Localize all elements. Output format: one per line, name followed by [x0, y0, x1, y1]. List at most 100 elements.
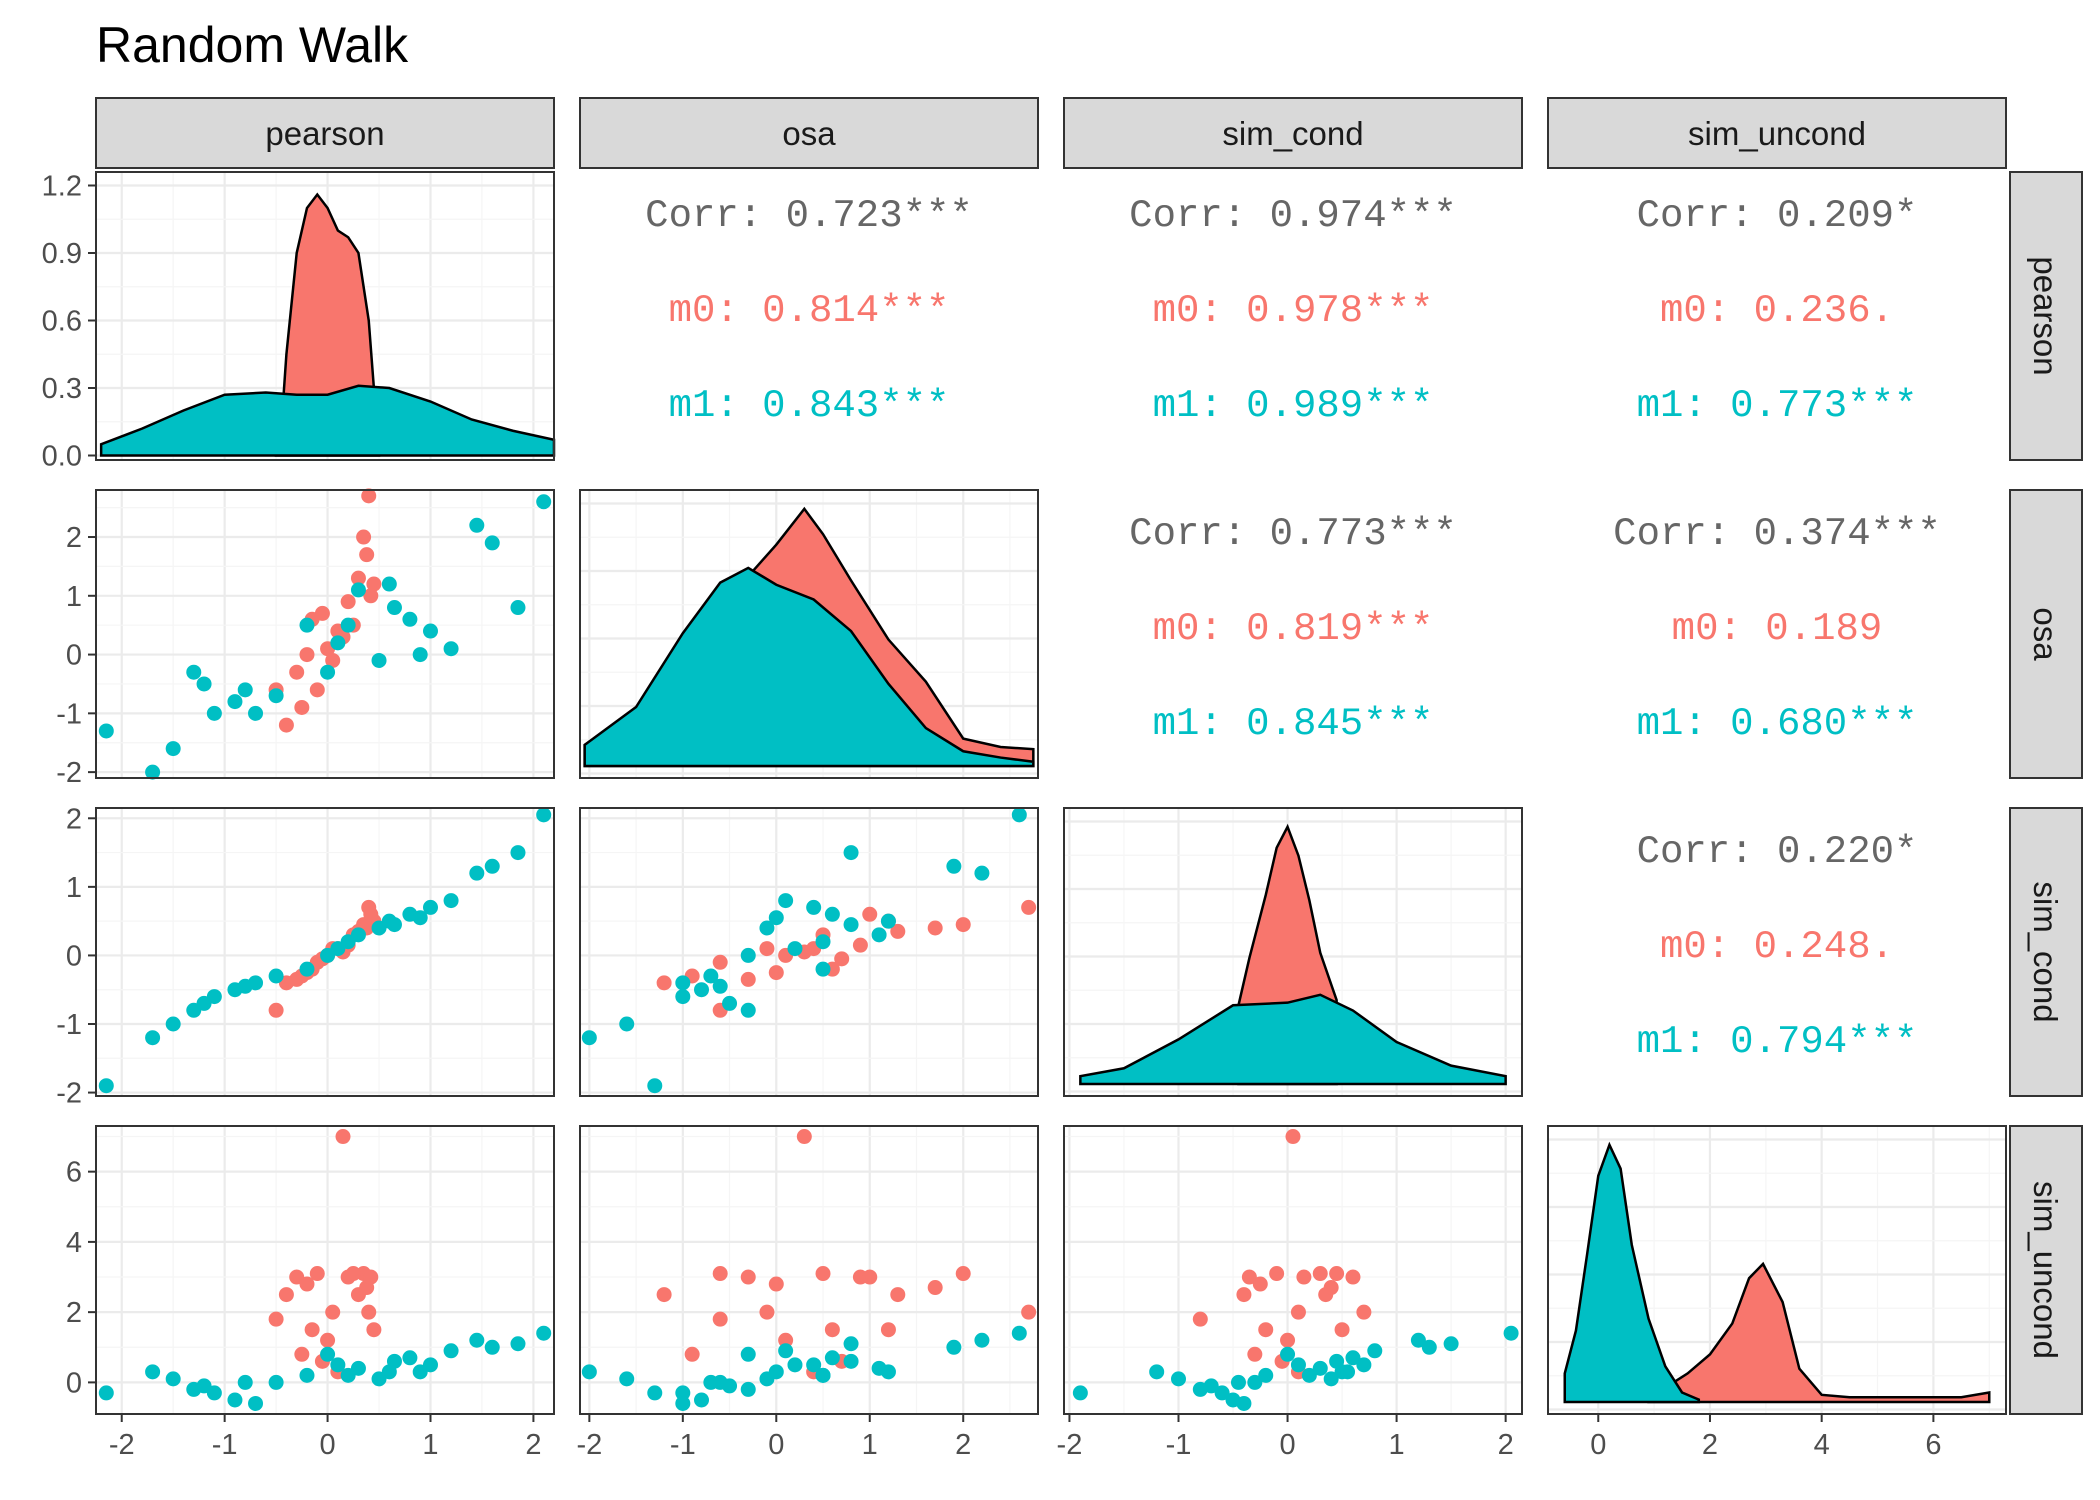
point-m1: [536, 494, 552, 510]
point-m0: [325, 1304, 341, 1320]
y-tick-label: 1.2: [42, 171, 82, 203]
point-m1: [871, 927, 887, 943]
point-m1: [712, 1374, 728, 1390]
x-tick-label: 2: [1498, 1429, 1514, 1461]
point-m0: [294, 1346, 310, 1362]
corr-text-m1: m1: 0.794***: [1637, 1020, 1918, 1064]
point-m1: [196, 1378, 212, 1394]
point-m0: [1247, 1346, 1263, 1362]
point-m0: [294, 699, 310, 715]
y-tick-label: 2: [66, 522, 82, 554]
point-m0: [927, 1280, 943, 1296]
strip-bg-col-osa: [579, 97, 1039, 169]
point-m1: [248, 705, 264, 721]
point-m1: [759, 920, 775, 936]
point-m0: [1021, 1304, 1037, 1320]
point-m1: [510, 845, 526, 861]
point-m1: [694, 1392, 710, 1408]
chart-title: Random Walk: [96, 17, 409, 73]
strip-label-col-sim_uncond: sim_uncond: [1688, 115, 1866, 152]
x-tick-label: -1: [670, 1429, 696, 1461]
point-m0: [268, 1002, 284, 1018]
point-m1: [206, 705, 222, 721]
y-tick-label: -2: [56, 1078, 82, 1110]
strip-bg-row-pearson: [2009, 171, 2083, 461]
point-m1: [768, 1364, 784, 1380]
density-sim_cond-m1: [1079, 993, 1507, 1086]
point-m1: [824, 1350, 840, 1366]
point-m0: [304, 1322, 320, 1338]
point-m0: [320, 1332, 336, 1348]
point-m1: [712, 978, 728, 994]
point-m1: [675, 1385, 691, 1401]
point-m1: [469, 1332, 485, 1348]
panel-sim_uncond-osa: -2 -1 0 1 2: [576, 1125, 1039, 1461]
point-m1: [1329, 1353, 1345, 1369]
point-m1: [227, 1392, 243, 1408]
y-tick-label: 0.3: [42, 373, 82, 405]
point-m0: [1290, 1304, 1306, 1320]
point-m1: [145, 764, 161, 780]
point-m1: [1301, 1367, 1317, 1383]
point-m1: [740, 1346, 756, 1362]
point-m1: [268, 688, 284, 704]
point-m0: [345, 1266, 361, 1282]
y-tick-label: -2: [56, 757, 82, 789]
point-m1: [675, 1395, 691, 1411]
corr-text-m0: m0: 0.189: [1672, 607, 1883, 651]
corr-text-total: Corr: 0.974***: [1129, 194, 1457, 238]
point-m0: [350, 570, 366, 586]
point-m0: [1280, 1332, 1296, 1348]
strip-bg-row-osa: [2009, 489, 2083, 779]
strip-bg-col-pearson: [95, 97, 555, 169]
point-m1: [268, 1374, 284, 1390]
point-m0: [684, 1346, 700, 1362]
point-m0: [712, 1311, 728, 1327]
point-m1: [1421, 1339, 1437, 1355]
point-m1: [412, 647, 428, 663]
point-m0: [796, 1129, 812, 1145]
x-tick-label: 6: [1925, 1429, 1941, 1461]
point-m0: [656, 1287, 672, 1303]
x-tick-label: -2: [576, 1429, 602, 1461]
point-m1: [237, 978, 253, 994]
point-m0: [1269, 1266, 1285, 1282]
corr-text-m0: m0: 0.248.: [1660, 925, 1894, 969]
point-m1: [1011, 807, 1027, 823]
y-tick-label: -1: [56, 698, 82, 730]
point-m1: [1410, 1332, 1426, 1348]
point-m1: [330, 635, 346, 651]
point-m1: [510, 1336, 526, 1352]
point-m1: [386, 600, 402, 616]
point-m1: [722, 995, 738, 1011]
point-m0: [852, 937, 868, 953]
point-m1: [1236, 1395, 1252, 1411]
point-m1: [675, 989, 691, 1005]
panel-border: [1063, 1125, 1523, 1415]
point-m1: [443, 893, 459, 909]
y-tick-label: 0: [66, 640, 82, 672]
point-m0: [1323, 1280, 1339, 1296]
point-m1: [165, 1371, 181, 1387]
panel-osa-osa: [579, 489, 1039, 779]
point-m0: [1356, 1304, 1372, 1320]
point-m1: [330, 1357, 346, 1373]
x-tick-label: 4: [1814, 1429, 1830, 1461]
point-m1: [815, 1367, 831, 1383]
point-m1: [402, 1350, 418, 1366]
strip-label-row-osa: osa: [2027, 607, 2064, 661]
point-m1: [484, 1339, 500, 1355]
point-m1: [581, 1030, 597, 1046]
point-m0: [361, 1304, 377, 1320]
point-m1: [1367, 1343, 1383, 1359]
point-m1: [443, 1343, 459, 1359]
corr-text-m0: m0: 0.814***: [669, 289, 950, 333]
point-m0: [299, 647, 315, 663]
point-m1: [237, 1374, 253, 1390]
point-m1: [536, 1325, 552, 1341]
strip-label-col-sim_cond: sim_cond: [1222, 115, 1363, 152]
point-m1: [703, 968, 719, 984]
point-m0: [712, 1266, 728, 1282]
point-m1: [1323, 1371, 1339, 1387]
point-m1: [694, 982, 710, 998]
